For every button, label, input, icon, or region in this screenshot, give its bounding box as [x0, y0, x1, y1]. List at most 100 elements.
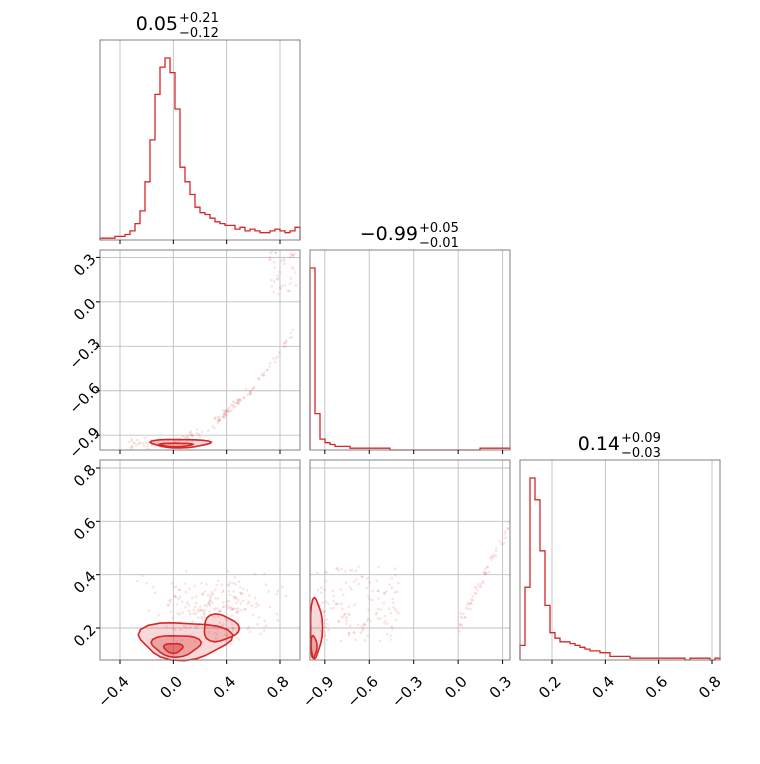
- scatter-point-p2-p3: [467, 601, 470, 604]
- scatter-point-p1-p2: [183, 435, 187, 439]
- scatter-point-p2-p3: [376, 607, 380, 611]
- contour-p2-p3-outer: [309, 596, 324, 661]
- scatter-point-p1-p3: [248, 630, 252, 633]
- scatter-point-p1-p3: [208, 610, 211, 613]
- scatter-point-p2-p3: [478, 585, 481, 588]
- scatter-point-p1-p3: [213, 608, 216, 611]
- scatter-point-p1-p2: [137, 442, 141, 446]
- histogram-param-1: [99, 57, 301, 240]
- scatter-point-p1-p2: [228, 409, 231, 413]
- scatter-point-p1-p3: [209, 599, 212, 602]
- scatter-point-p2-p3: [375, 579, 379, 582]
- scatter-point-p2-p3: [320, 586, 323, 589]
- scatter-point-p1-p2: [130, 446, 134, 449]
- scatter-point-p1-p3: [257, 616, 261, 619]
- scatter-point-p1-p2: [224, 410, 227, 413]
- scatter-point-p1-p2: [237, 402, 241, 406]
- scatter-point-p1-p3: [173, 628, 177, 631]
- scatter-point-p1-p3: [215, 632, 219, 636]
- scatter-point-p1-p3: [263, 619, 266, 622]
- scatter-point-p1-p3: [196, 610, 200, 613]
- scatter-point-p2-p3: [316, 589, 320, 592]
- x-tick-label: 0.2: [535, 672, 565, 702]
- scatter-point-p1-p3: [203, 590, 207, 593]
- scatter-point-p1-p2: [230, 403, 233, 407]
- scatter-point-p1-p2: [163, 440, 166, 444]
- scatter-point-p1-p2: [237, 400, 240, 404]
- scatter-point-p2-p3: [383, 622, 386, 625]
- scatter-point-p1-p3: [192, 608, 195, 612]
- scatter-point-p1-p3: [256, 623, 259, 626]
- scatter-point-p1-p2: [141, 442, 145, 445]
- scatter-point-p1-p3: [185, 601, 189, 605]
- scatter-point-p1-p3: [181, 611, 184, 614]
- scatter-point-p2-p3: [347, 631, 351, 634]
- scatter-point-p2-p3: [348, 624, 352, 628]
- scatter-point-p1-p3: [193, 584, 196, 588]
- scatter-point-p1-p2: [197, 433, 200, 436]
- scatter-point-p1-p3: [246, 602, 250, 605]
- scatter-point-p1-p2: [222, 412, 226, 416]
- scatter-point-p2-p3: [347, 605, 351, 608]
- scatter-point-p1-p3: [207, 601, 211, 604]
- scatter-point-p1-p2: [181, 434, 184, 438]
- scatter-point-p1-p3: [207, 603, 210, 606]
- scatter-point-p2-p3: [340, 615, 344, 618]
- scatter-point-p1-p2: [283, 284, 287, 287]
- scatter-point-p2-p3: [323, 588, 327, 591]
- scatter-point-p1-p3: [172, 585, 176, 589]
- scatter-point-p1-p3: [253, 572, 257, 576]
- scatter-point-p2-p3: [490, 554, 494, 558]
- scatter-point-p1-p2: [221, 415, 225, 418]
- scatter-point-p1-p3: [264, 583, 268, 586]
- scatter-point-p1-p2: [213, 417, 217, 420]
- scatter-point-p2-p3: [329, 607, 333, 610]
- scatter-point-p1-p2: [244, 387, 248, 391]
- scatter-point-p2-p3: [395, 610, 399, 613]
- histogram-param-2: [309, 267, 511, 451]
- scatter-point-p1-p2: [195, 428, 199, 431]
- scatter-point-p2-p3: [339, 588, 343, 591]
- scatter-point-p2-p3: [347, 634, 351, 637]
- scatter-point-p2-p3: [342, 616, 345, 619]
- scatter-point-p2-p3: [325, 618, 329, 621]
- scatter-point-p1-p3: [196, 616, 200, 619]
- scatter-point-p1-p3: [213, 615, 216, 619]
- scatter-point-p2-p3: [322, 631, 326, 634]
- scatter-point-p1-p2: [276, 274, 280, 278]
- scatter-point-p1-p2: [200, 430, 204, 434]
- scatter-point-p2-p3: [337, 620, 341, 624]
- scatter-point-p1-p3: [179, 628, 182, 631]
- scatter-point-p1-p2: [282, 345, 286, 349]
- scatter-point-p1-p3: [239, 591, 243, 595]
- scatter-point-p2-p3: [487, 570, 491, 574]
- scatter-point-p2-p3: [352, 580, 356, 584]
- scatter-point-p2-p3: [390, 586, 394, 589]
- scatter-point-p2-p3: [483, 572, 487, 576]
- scatter-point-p2-p3: [382, 591, 386, 595]
- scatter-point-p1-p2: [282, 257, 286, 261]
- scatter-point-p1-p3: [179, 595, 182, 599]
- scatter-point-p1-p2: [232, 400, 235, 403]
- scatter-point-p2-p3: [360, 575, 364, 579]
- scatter-point-p1-p2: [272, 290, 276, 294]
- scatter-points: [127, 250, 511, 645]
- scatter-point-p2-p3: [324, 570, 327, 574]
- scatter-point-p1-p2: [224, 411, 227, 415]
- scatter-point-p2-p3: [354, 569, 358, 573]
- scatter-point-p2-p3: [364, 623, 367, 627]
- scatter-point-p1-p3: [228, 605, 231, 609]
- scatter-point-p1-p2: [231, 404, 235, 407]
- title-param-1: 0.05 +0.21 −0.12: [136, 11, 219, 41]
- scatter-point-p1-p3: [205, 605, 209, 608]
- scatter-point-p2-p3: [362, 623, 366, 627]
- scatter-point-p2-p3: [492, 553, 496, 557]
- scatter-point-p2-p3: [392, 605, 395, 609]
- scatter-point-p2-p3: [316, 571, 319, 575]
- scatter-point-p2-p3: [470, 602, 473, 606]
- scatter-point-p1-p3: [157, 614, 160, 617]
- scatter-point-p2-p3: [494, 547, 498, 550]
- scatter-point-p2-p3: [459, 611, 462, 615]
- scatter-point-p1-p2: [285, 339, 288, 342]
